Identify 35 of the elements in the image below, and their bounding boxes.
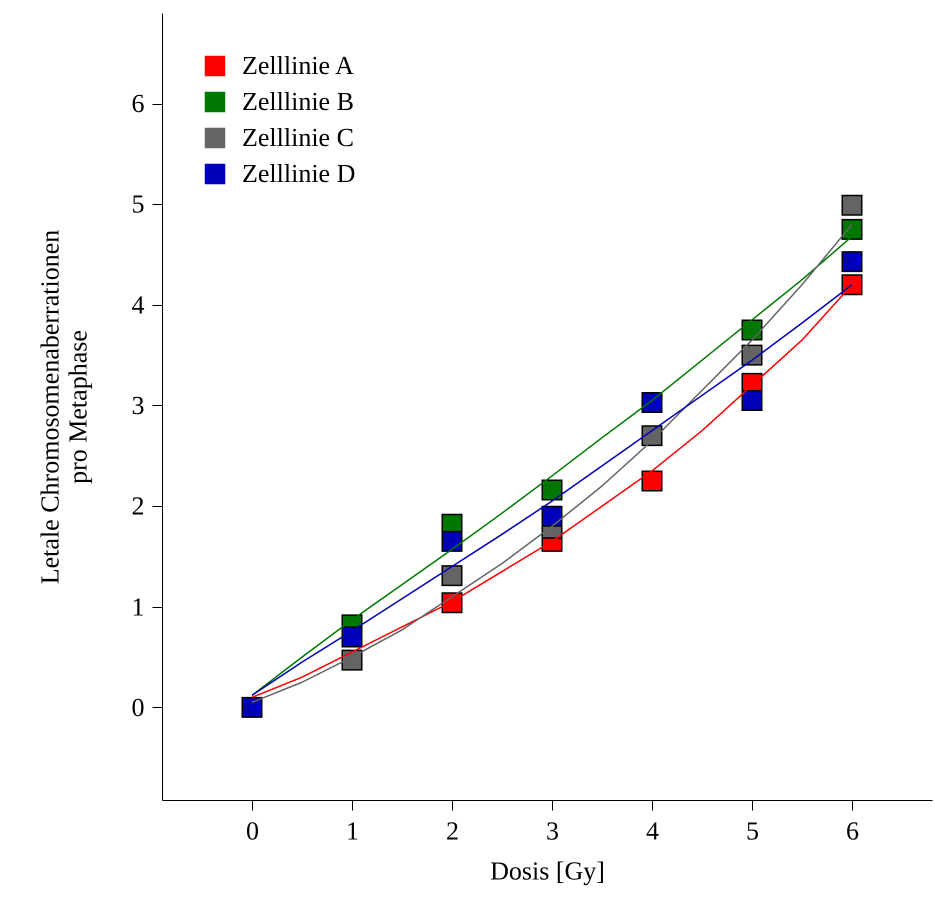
point bbox=[842, 194, 862, 216]
y-tick-label: 5 bbox=[132, 190, 144, 219]
point bbox=[642, 392, 662, 413]
point bbox=[442, 530, 462, 552]
x-tick-label: 4 bbox=[646, 816, 659, 846]
legend-label: Zelllinie B bbox=[242, 87, 354, 116]
x-tick-label: 1 bbox=[346, 816, 359, 846]
y-tick-label: 4 bbox=[132, 290, 144, 320]
y-tick-label: 1 bbox=[132, 592, 144, 622]
x-tick-label: 3 bbox=[546, 816, 559, 846]
legend-label: Zelllinie C bbox=[242, 123, 354, 152]
x-tick-label: 6 bbox=[846, 816, 859, 846]
legend-label: Zelllinie A bbox=[242, 51, 354, 80]
point bbox=[842, 218, 862, 240]
point bbox=[542, 506, 562, 527]
y-tick-label: 6 bbox=[132, 89, 144, 118]
point bbox=[342, 626, 362, 648]
point bbox=[742, 344, 762, 366]
point bbox=[742, 320, 762, 341]
point bbox=[242, 696, 262, 718]
legend-label: Zelllinie D bbox=[242, 159, 356, 188]
point bbox=[842, 251, 862, 272]
x-tick-label: 0 bbox=[246, 816, 259, 846]
point bbox=[742, 390, 762, 411]
point bbox=[542, 480, 562, 501]
x-tick-label: 5 bbox=[746, 816, 759, 846]
y-axis-title: Letale Chromosomenaberrationen pro Metaphase bbox=[36, 230, 92, 584]
point bbox=[642, 470, 662, 492]
x-tick-label: 2 bbox=[446, 816, 459, 846]
point bbox=[442, 565, 462, 586]
point bbox=[842, 274, 862, 296]
x-axis-title: Dosis [Gy] bbox=[490, 856, 605, 886]
y-tick-label: 0 bbox=[132, 692, 144, 722]
y-tick-label: 3 bbox=[132, 390, 144, 420]
y-tick-label: 2 bbox=[132, 492, 144, 521]
